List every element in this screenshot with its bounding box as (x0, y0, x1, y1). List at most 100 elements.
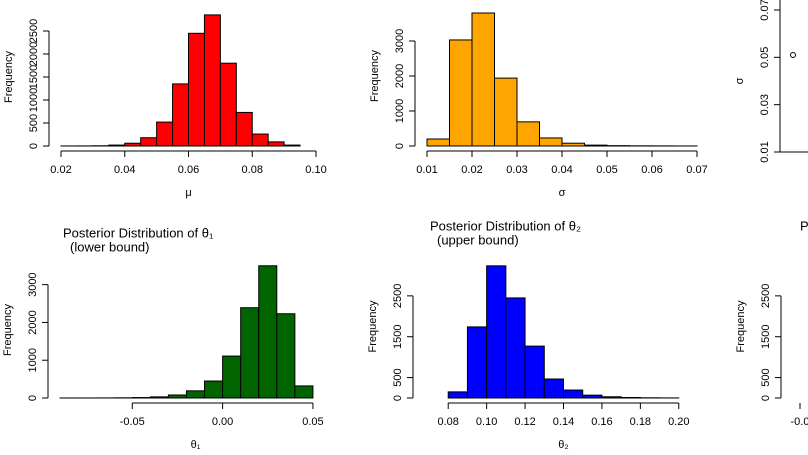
bar (486, 265, 507, 399)
bar (505, 297, 526, 399)
y-tick-label: 0.07 (759, 0, 771, 21)
x-tick-label: 0.08 (242, 164, 263, 176)
x-tick-label: 0.02 (50, 164, 71, 176)
x-tick-label: 0.20 (668, 416, 689, 428)
y-tick-label: 1000 (28, 88, 40, 112)
y-tick-label: 2000 (27, 310, 39, 334)
x-tick-label: 0.04 (114, 164, 135, 176)
y-tick-label: 1000 (27, 348, 39, 372)
bar (516, 121, 540, 147)
y-tick-label: 0 (27, 395, 39, 401)
chart-subtitle: (lower bound) (70, 239, 150, 254)
x-tick-label: 0.10 (476, 416, 497, 428)
bar (563, 389, 584, 399)
point (790, 51, 796, 58)
y-tick-label: 0.05 (759, 47, 771, 68)
x-tick-label: 0.01 (416, 164, 437, 176)
x-tick-label: -0.05 (120, 416, 145, 428)
y-axis-label: Frequency (2, 304, 14, 356)
x-tick-label: 0.06 (641, 164, 662, 176)
y-tick-label: 3000 (27, 272, 39, 296)
bar (294, 385, 314, 399)
x-tick-label: 0.02 (461, 164, 482, 176)
y-axis-label: Frequency (3, 51, 15, 103)
bar (204, 380, 224, 399)
bar (235, 111, 253, 147)
bar (185, 390, 206, 399)
bar (172, 83, 189, 147)
x-tick-label: 0.05 (302, 416, 323, 428)
x-tick-label: 0.10 (305, 164, 326, 176)
y-tick-label: 2000 (28, 42, 40, 66)
y-tick-label: 1500 (392, 324, 404, 348)
y-tick-label: 1500 (28, 65, 40, 89)
x-axis-label: μ (185, 187, 191, 199)
y-tick-label: 0 (392, 395, 404, 401)
bar (449, 39, 473, 147)
x-tick-label: 0.16 (591, 416, 612, 428)
chart-title: Posterior Distribution of θ₂ (430, 218, 581, 233)
y-tick-label: 1000 (394, 99, 406, 123)
chart-subtitle: (upper bound) (437, 232, 519, 247)
x-tick-label: 0.12 (514, 416, 535, 428)
bar (561, 142, 585, 147)
x-tick-label: 0.00 (212, 416, 233, 428)
bar (222, 355, 242, 399)
y-tick-label: 2500 (28, 19, 40, 43)
y-axis-label: Frequency (367, 300, 379, 352)
y-tick-label: 0 (28, 143, 40, 149)
y-axis-label: σ (734, 77, 746, 84)
bar (539, 137, 563, 147)
bar (276, 313, 296, 399)
x-tick-label: 0.04 (551, 164, 572, 176)
bar (466, 326, 488, 399)
y-tick-label: 3000 (394, 29, 406, 53)
bar (258, 265, 278, 399)
bar (267, 141, 285, 147)
x-tick-label: 0.14 (553, 416, 574, 428)
bar (251, 133, 269, 147)
bar (582, 394, 603, 399)
y-tick-label: 0 (760, 395, 772, 401)
bar (426, 138, 450, 147)
bar (203, 14, 221, 147)
bar (108, 144, 126, 147)
y-tick-label: 500 (392, 368, 404, 386)
y-tick-label: 2000 (394, 64, 406, 88)
y-tick-label: 500 (760, 368, 772, 386)
bar (524, 345, 545, 399)
bar (494, 77, 518, 147)
x-axis-label: σ (559, 187, 566, 199)
x-tick-label: 0.06 (178, 164, 199, 176)
x-tick-label: 0.05 (596, 164, 617, 176)
x-tick-label: 0.03 (506, 164, 527, 176)
bar (124, 142, 142, 147)
bar (240, 307, 260, 399)
x-axis-label: θ₂ (558, 439, 568, 451)
y-axis-label: Frequency (369, 50, 381, 102)
y-tick-label: 2500 (392, 284, 404, 308)
bar (219, 62, 237, 147)
x-tick-label: 0.07 (686, 164, 707, 176)
bar (167, 394, 187, 399)
y-axis-label: Frequency (735, 300, 747, 352)
chart-title: Posterior Distribution of θ₁ (63, 225, 214, 240)
bar (156, 121, 174, 147)
y-tick-label: 2500 (760, 284, 772, 308)
bar (188, 32, 205, 147)
y-tick-label: 0.01 (759, 141, 771, 162)
y-tick-label: 1500 (760, 324, 772, 348)
bar (149, 396, 169, 399)
bar (283, 144, 301, 147)
y-tick-label: 0.03 (759, 94, 771, 115)
x-tick-label: 0.08 (438, 416, 459, 428)
y-tick-label: 0 (394, 143, 406, 149)
x-tick-label: -0.0 (791, 416, 808, 428)
x-axis-label: θ₁ (191, 439, 201, 451)
bar (447, 391, 468, 399)
x-tick-label: 0.18 (630, 416, 651, 428)
bar (140, 137, 158, 147)
bar (601, 396, 622, 399)
bar (543, 378, 564, 399)
